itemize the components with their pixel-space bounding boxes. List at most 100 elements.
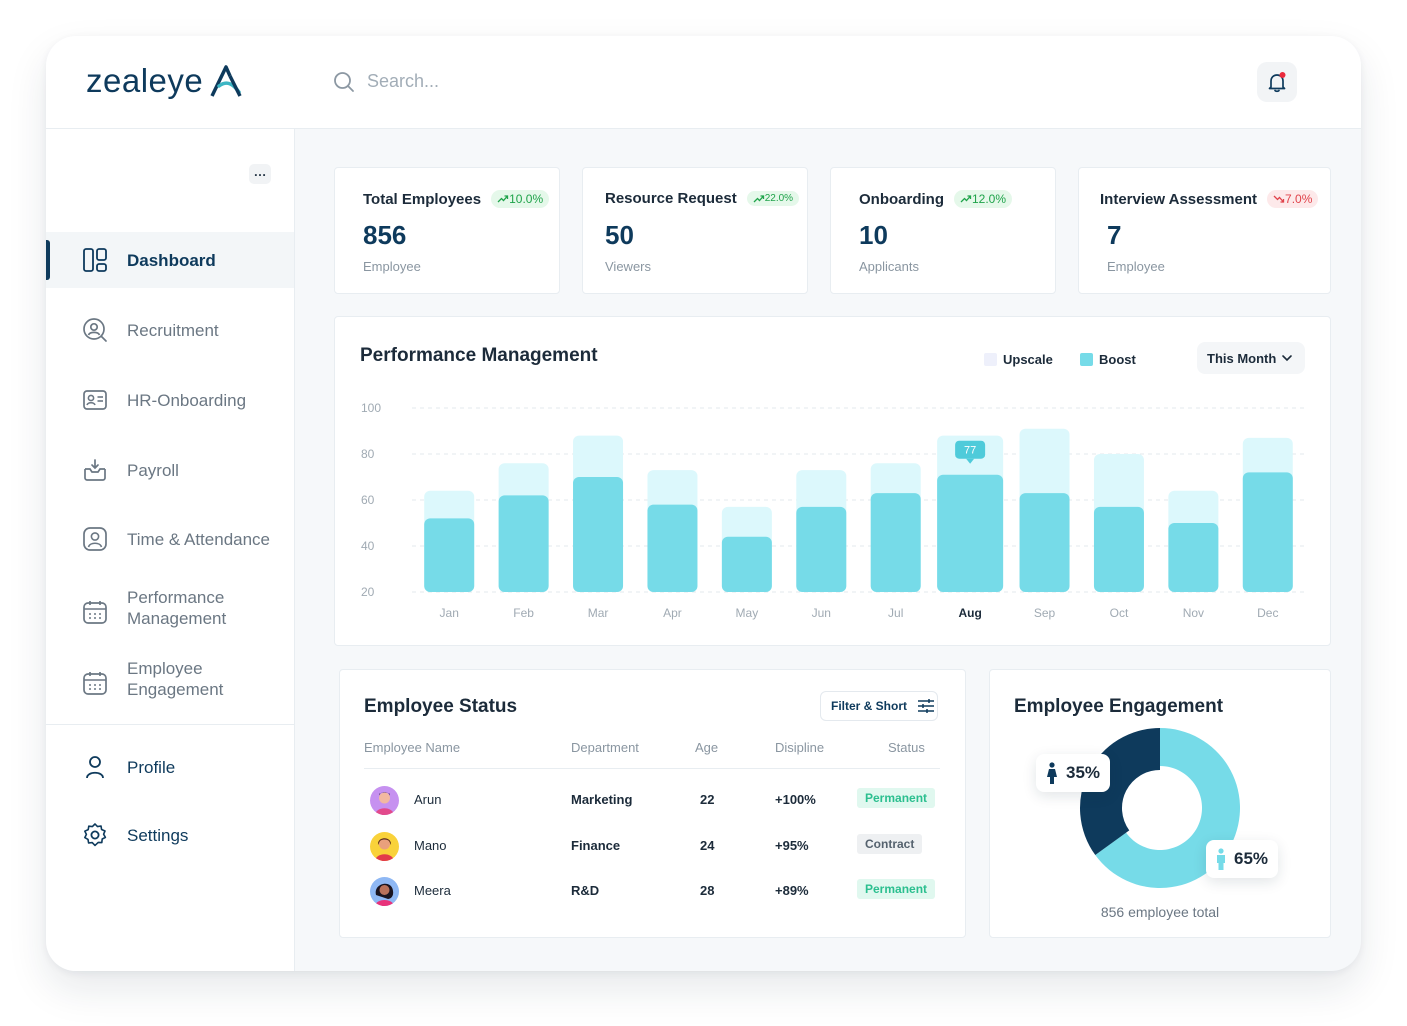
x-tick-label: Dec bbox=[1257, 606, 1278, 620]
stat-title: Total Employees 10.0% bbox=[363, 190, 550, 208]
boost-bar bbox=[1019, 493, 1070, 592]
value-tooltip-pointer bbox=[966, 458, 975, 464]
female-percentage: 35% bbox=[1066, 763, 1101, 782]
legend-label: Upscale bbox=[1003, 352, 1053, 367]
performance-card: Performance Management Upscale Boost Thi… bbox=[334, 316, 1331, 646]
logo-mark-icon bbox=[210, 65, 242, 97]
employee-age: 22 bbox=[700, 792, 715, 807]
avatar bbox=[370, 786, 399, 815]
table-header-divider bbox=[364, 768, 940, 769]
chevron-down-icon bbox=[1282, 355, 1292, 362]
employee-discipline: +95% bbox=[775, 838, 809, 853]
engagement-total: 856 employee total bbox=[1100, 904, 1220, 920]
value-tooltip bbox=[955, 440, 986, 459]
stat-title-text: Resource Request bbox=[605, 190, 737, 207]
x-tick-label: Jun bbox=[812, 606, 831, 620]
bell-icon bbox=[1268, 72, 1286, 93]
sidebar-item-settings[interactable]: Settings bbox=[46, 815, 294, 855]
stat-value: 7 bbox=[1107, 220, 1122, 250]
sidebar-item-performance-management[interactable]: Performance Management bbox=[46, 584, 294, 640]
trend-up-icon bbox=[497, 195, 509, 203]
brand-logo[interactable]: zealeye bbox=[86, 62, 243, 100]
y-tick-label: 40 bbox=[361, 539, 375, 553]
column-header-name[interactable]: Employee Name bbox=[364, 740, 461, 755]
dashboard-icon bbox=[82, 247, 108, 273]
payroll-icon bbox=[82, 457, 108, 483]
trend-badge: 10.0% bbox=[491, 190, 550, 208]
x-tick-label: Sep bbox=[1034, 606, 1056, 620]
filter-sort-button[interactable]: Filter & Short bbox=[820, 691, 938, 721]
employee-age: 28 bbox=[700, 883, 715, 898]
column-header-department[interactable]: Department bbox=[571, 740, 639, 755]
column-header-age[interactable]: Age bbox=[695, 740, 719, 755]
female-icon bbox=[1047, 762, 1057, 784]
stat-subtitle: Viewers bbox=[605, 259, 652, 274]
table-row[interactable]: Meera R&D 28 +89% Permanent bbox=[364, 871, 940, 911]
trend-badge: 22.0% bbox=[746, 191, 800, 206]
sidebar-item-label: Payroll bbox=[127, 461, 179, 480]
sidebar-item-dashboard[interactable]: Dashboard bbox=[46, 232, 294, 288]
column-header-discipline[interactable]: Disipline bbox=[775, 740, 825, 755]
trend-value: 7.0% bbox=[1285, 192, 1313, 206]
stat-card-onboarding[interactable]: Onboarding 12.0% 10 Applicants bbox=[830, 167, 1056, 294]
app-window: zealeye … bbox=[46, 36, 1361, 971]
performance-bar-chart: 100 80 60 40 20 Jan Feb Mar Apr May Jun Jul Aug 77 Sep… bbox=[361, 401, 1305, 620]
x-tick-label: Jul bbox=[888, 606, 903, 620]
stat-card-resource-request[interactable]: Resource Request 22.0% 50 Viewers bbox=[582, 167, 808, 294]
period-dropdown[interactable]: This Month bbox=[1197, 342, 1305, 374]
sidebar-item-label: Recruitment bbox=[127, 321, 219, 340]
y-tick-label: 100 bbox=[361, 401, 381, 415]
status-badge: Permanent bbox=[857, 879, 936, 899]
legend-swatch bbox=[1080, 353, 1093, 366]
y-tick-label: 80 bbox=[361, 447, 375, 461]
boost-bar bbox=[937, 474, 1004, 592]
x-tick-label: Mar bbox=[588, 606, 609, 620]
sidebar-item-payroll[interactable]: Payroll bbox=[46, 450, 294, 490]
sidebar-item-label: Performance Management bbox=[127, 588, 227, 628]
calendar-icon bbox=[82, 599, 108, 625]
table-row[interactable]: Arun Marketing 22 +100% Permanent bbox=[364, 780, 940, 820]
sidebar-item-hr-onboarding[interactable]: HR-Onboarding bbox=[46, 380, 294, 420]
x-tick-label: Apr bbox=[663, 606, 682, 620]
brand-name: zealeye bbox=[86, 62, 204, 99]
y-tick-label: 20 bbox=[361, 585, 375, 599]
employee-discipline: +100% bbox=[775, 792, 816, 807]
sidebar-item-label: Employee Engagement bbox=[127, 659, 224, 699]
sidebar: … Dashboard Recruitment HR-Onboarding Pa… bbox=[46, 129, 295, 971]
x-tick-label: Jan bbox=[440, 606, 459, 620]
boost-bar bbox=[721, 536, 772, 592]
column-header-status[interactable]: Status bbox=[888, 740, 925, 755]
stat-title: Onboarding 12.0% bbox=[859, 190, 1013, 208]
stat-subtitle: Employee bbox=[363, 259, 421, 274]
sidebar-item-employee-engagement[interactable]: Employee Engagement bbox=[46, 655, 294, 711]
boost-bar bbox=[796, 506, 847, 592]
stat-value: 50 bbox=[605, 220, 634, 250]
employee-department: Marketing bbox=[571, 792, 633, 807]
stat-value: 856 bbox=[363, 220, 407, 250]
legend-boost[interactable]: Boost bbox=[1080, 352, 1136, 367]
x-tick-label: May bbox=[736, 606, 759, 620]
stat-card-total-employees[interactable]: Total Employees 10.0% 856 Employee bbox=[334, 167, 560, 294]
stat-value: 10 bbox=[859, 220, 888, 250]
sidebar-item-time-attendance[interactable]: Time & Attendance bbox=[46, 519, 294, 559]
sidebar-item-profile[interactable]: Profile bbox=[46, 747, 294, 787]
boost-bar bbox=[647, 504, 698, 592]
legend-upscale[interactable]: Upscale bbox=[984, 352, 1053, 367]
table-row[interactable]: Mano Finance 24 +95% Contract bbox=[364, 826, 940, 866]
male-segment bbox=[1095, 728, 1240, 888]
stat-card-interview-assessment[interactable]: Interview Assessment 7.0% 7 Employee bbox=[1078, 167, 1331, 294]
more-options-button[interactable]: … bbox=[249, 164, 271, 184]
top-bar: zealeye bbox=[46, 36, 1361, 129]
x-tick-label: Oct bbox=[1110, 606, 1129, 620]
boost-bar bbox=[424, 518, 475, 592]
sidebar-item-recruitment[interactable]: Recruitment bbox=[46, 310, 294, 350]
section-title: Employee Status bbox=[364, 696, 518, 717]
female-percentage-chip: 35% bbox=[1036, 754, 1111, 792]
recruitment-icon bbox=[82, 317, 108, 343]
sidebar-item-label: Settings bbox=[127, 826, 189, 845]
sliders-icon bbox=[918, 699, 935, 713]
chart-title: Performance Management bbox=[360, 345, 598, 366]
notification-button[interactable] bbox=[1257, 62, 1297, 102]
trend-value: 10.0% bbox=[509, 192, 544, 206]
search-input[interactable] bbox=[365, 70, 669, 93]
